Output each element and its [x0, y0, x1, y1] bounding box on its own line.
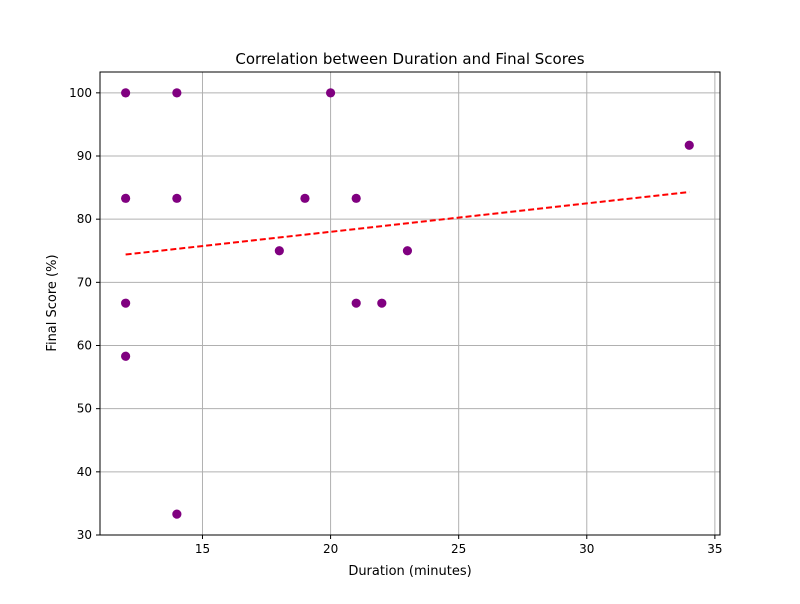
- y-tick-label-3: 60: [77, 339, 92, 353]
- y-tick-label-1: 40: [77, 465, 92, 479]
- y-tick-label-6: 90: [77, 149, 92, 163]
- data-point-3: [121, 193, 131, 203]
- plot-frame: [99, 71, 721, 536]
- axes-layer: 15 20 25 30 35 30 40 50 60 70 80 90 100: [69, 71, 723, 556]
- data-point-1: [172, 88, 182, 98]
- data-point-7: [274, 246, 284, 256]
- data-point-10: [351, 298, 361, 308]
- data-layer: [121, 88, 694, 519]
- y-tick-label-5: 80: [77, 212, 92, 226]
- x-tick-label-4: 35: [707, 542, 722, 556]
- y-axis-label: Final Score (%): [45, 254, 60, 351]
- data-point-0: [121, 88, 131, 98]
- trend-line: [125, 191, 690, 256]
- x-axis-label: Duration (minutes): [348, 564, 471, 579]
- x-tick-label-1: 20: [323, 542, 338, 556]
- data-point-2: [325, 88, 336, 98]
- data-point-8: [402, 246, 413, 256]
- data-point-5: [300, 193, 310, 203]
- data-point-9: [121, 298, 131, 308]
- data-point-13: [172, 509, 182, 519]
- y-tick-label-7: 100: [69, 86, 92, 100]
- data-point-14: [684, 140, 694, 150]
- x-tick-label-3: 30: [579, 542, 594, 556]
- data-point-4: [172, 193, 182, 203]
- y-tick-label-0: 30: [77, 528, 92, 542]
- chart-title: Correlation between Duration and Final S…: [235, 50, 584, 68]
- x-tick-label-0: 15: [195, 542, 210, 556]
- grid-layer: [100, 72, 720, 536]
- y-tick-label-4: 70: [77, 275, 92, 289]
- y-tick-label-2: 50: [77, 402, 92, 416]
- data-point-12: [121, 351, 131, 361]
- data-point-6: [351, 193, 361, 203]
- x-tick-label-2: 25: [451, 542, 466, 556]
- data-point-11: [377, 298, 387, 308]
